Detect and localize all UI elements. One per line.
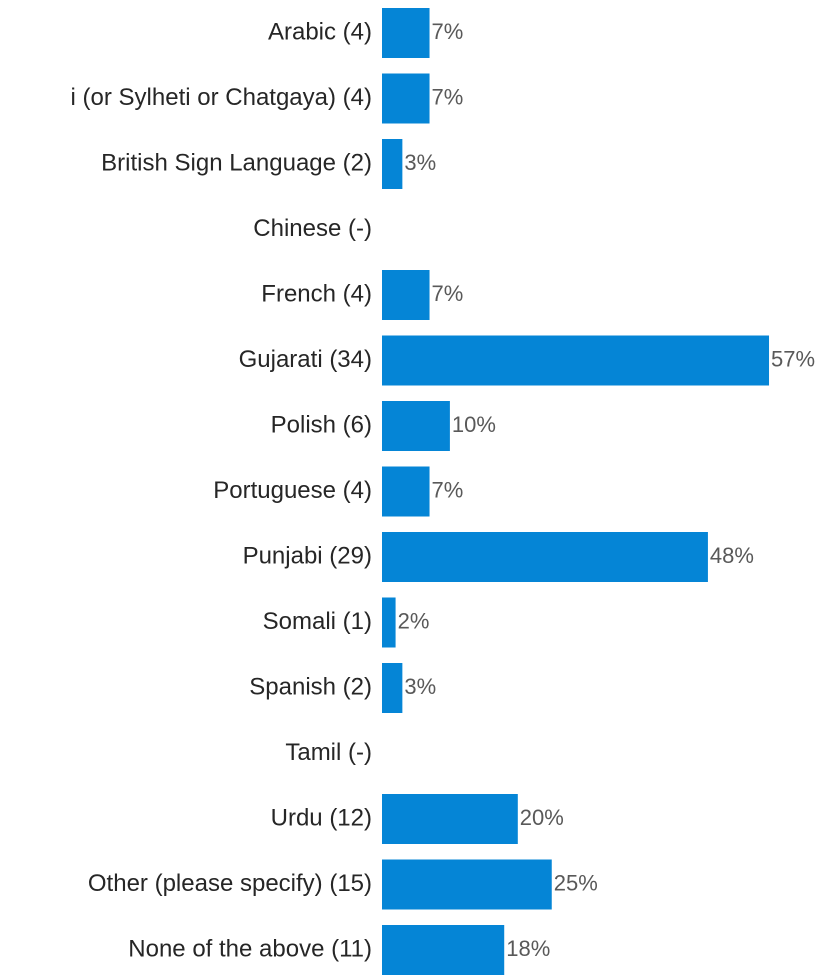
value-label: 7% [432, 19, 464, 44]
category-label: Portuguese (4) [213, 477, 372, 504]
category-label: Other (please specify) (15) [88, 870, 372, 897]
bar [382, 139, 403, 189]
category-label: Gujarati (34) [239, 346, 372, 373]
value-label: 25% [554, 870, 598, 895]
bar [382, 335, 770, 386]
category-label: i (or Sylheti or Chatgaya) (4) [71, 84, 372, 111]
value-label: 3% [404, 674, 436, 699]
category-label: Polish (6) [271, 411, 372, 438]
bar [382, 925, 505, 975]
value-label: 18% [506, 936, 550, 961]
bar [382, 597, 396, 648]
category-label: Punjabi (29) [243, 542, 372, 569]
bar [382, 270, 430, 320]
bar [382, 8, 430, 58]
category-label: French (4) [261, 280, 372, 307]
bar [382, 466, 430, 517]
value-label: 2% [398, 608, 430, 633]
category-label: British Sign Language (2) [101, 149, 372, 176]
value-label: 7% [432, 281, 464, 306]
value-label: 7% [432, 84, 464, 109]
category-label: Spanish (2) [249, 673, 372, 700]
category-label: Chinese (-) [253, 215, 372, 242]
category-label: None of the above (11) [128, 935, 372, 962]
value-label: 20% [520, 805, 564, 830]
bar [382, 73, 430, 124]
category-label: Tamil (-) [285, 739, 372, 766]
value-label: 57% [771, 346, 815, 371]
value-label: 10% [452, 412, 496, 437]
category-label: Arabic (4) [268, 18, 372, 45]
bar [382, 663, 403, 713]
bar [382, 859, 552, 910]
category-label: Urdu (12) [271, 804, 372, 831]
value-label: 48% [710, 543, 754, 568]
bar [382, 401, 450, 451]
bar [382, 532, 708, 582]
value-label: 7% [432, 477, 464, 502]
bar [382, 794, 518, 844]
category-label: Somali (1) [263, 608, 372, 635]
value-label: 3% [404, 150, 436, 175]
